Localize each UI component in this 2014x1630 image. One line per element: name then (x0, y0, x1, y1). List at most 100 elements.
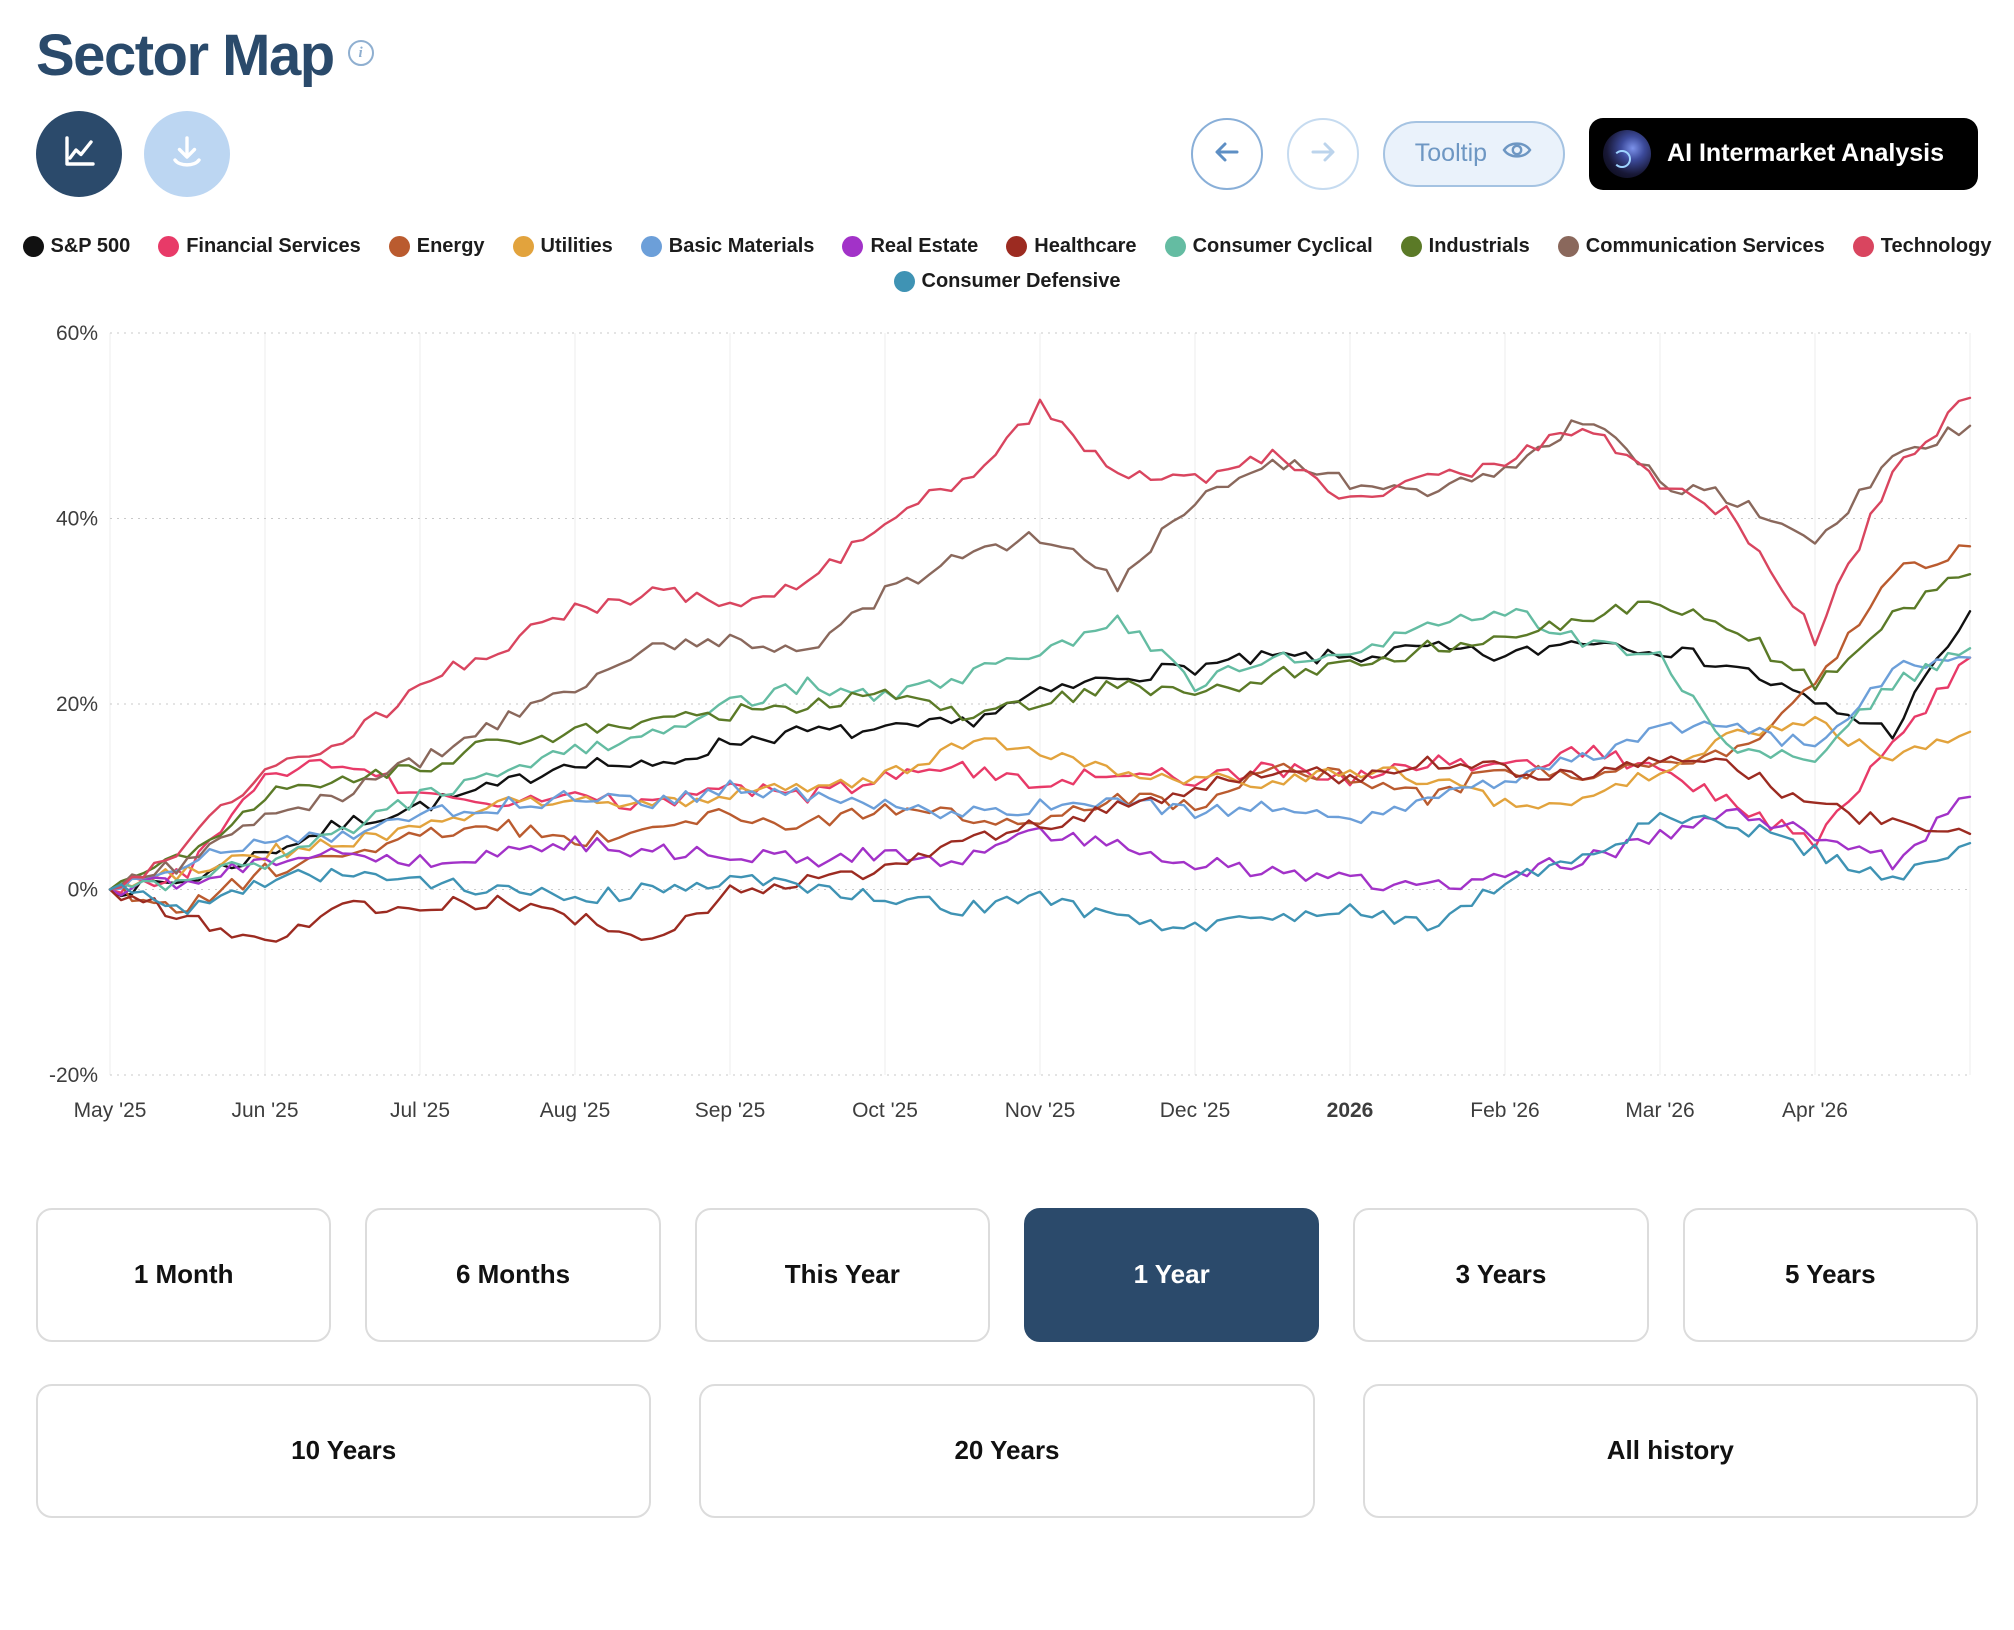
chart-area: May '25 Jun '25 Jul '25 Aug '25 Sep '25 Oct '… (36, 319, 1978, 1144)
legend-label: Communication Services (1585, 234, 1825, 257)
legend-label: Basic Materials (668, 234, 815, 257)
legend-item-consumer-defensive[interactable]: Consumer Defensive (893, 269, 1121, 293)
tooltip-toggle-label: Tooltip (1414, 139, 1488, 168)
legend-label: S&P 500 (50, 234, 131, 257)
y-axis-label: -20% (49, 1064, 98, 1087)
legend-label: Consumer Defensive (921, 269, 1121, 292)
legend-dot (1006, 235, 1028, 257)
range-button-1-month[interactable]: 1 Month (36, 1207, 332, 1342)
legend-label: Healthcare (1034, 234, 1137, 257)
legend-item-communication-services[interactable]: Communication Services (1557, 234, 1825, 258)
legend-dot (1852, 235, 1874, 257)
legend-dot (1557, 235, 1579, 257)
line-chart-mode-button[interactable] (36, 110, 122, 197)
legend-item-basic-materials[interactable]: Basic Materials (640, 234, 815, 258)
legend-label: Energy (416, 234, 485, 257)
legend-dot (1400, 235, 1422, 257)
x-axis-label: Dec '25 (1160, 1099, 1231, 1122)
sector-map-chart[interactable]: May '25 Jun '25 Jul '25 Aug '25 Sep '25 Oct '… (36, 319, 1978, 1139)
legend-label: Real Estate (870, 234, 979, 257)
toolbar-right: Tooltip AI Intermarket Analysis (1190, 117, 1978, 190)
legend-item-industrials[interactable]: Industrials (1400, 234, 1530, 258)
legend-dot (22, 235, 44, 257)
legend-dot (893, 270, 915, 292)
series-line-communication-services (108, 419, 1972, 891)
legend-dot (640, 235, 662, 257)
series-line-s-p-500 (108, 609, 1972, 897)
range-button-3-years[interactable]: 3 Years (1353, 1207, 1649, 1342)
y-axis-label: 0% (68, 878, 98, 901)
x-axis-label: May '25 (74, 1099, 147, 1122)
sector-map-page: Sector Map i (22, 23, 1992, 1518)
legend-dot (842, 235, 864, 257)
time-range-row-2: 10 Years 20 Years All history (36, 1383, 1978, 1518)
legend-dot (512, 235, 534, 257)
time-range-section: 1 Month 6 Months This Year 1 Year 3 Years 5 Y… (36, 1207, 1978, 1518)
legend-item-s-p-500[interactable]: S&P 500 (22, 234, 131, 258)
legend-item-financial-services[interactable]: Financial Services (158, 235, 361, 258)
legend-label: Financial Services (186, 234, 361, 257)
y-axis-label: 60% (56, 322, 98, 345)
legend-item-technology[interactable]: Technology (1852, 234, 1992, 258)
x-axis-label: Mar '26 (1625, 1099, 1694, 1122)
series-line-utilities (108, 715, 1972, 891)
legend-label: Industrials (1428, 234, 1530, 257)
toolbar-left (36, 110, 230, 197)
series-line-financial-services (108, 656, 1972, 894)
tooltip-toggle-button[interactable]: Tooltip (1382, 120, 1566, 187)
series-line-consumer-defensive (108, 811, 1972, 932)
legend-dot (158, 235, 180, 257)
pan-right-button[interactable] (1286, 117, 1359, 190)
toolbar: Tooltip AI Intermarket Analysis (36, 110, 1978, 197)
x-axis-label: Aug '25 (540, 1099, 611, 1122)
series-line-healthcare (108, 755, 1972, 943)
series-line-basic-materials (108, 655, 1972, 891)
x-axis-label: Sep '25 (695, 1099, 766, 1122)
range-button-5-years[interactable]: 5 Years (1682, 1207, 1978, 1342)
x-axis-label: Apr '26 (1782, 1099, 1848, 1122)
pan-left-button[interactable] (1190, 117, 1263, 190)
download-icon (166, 131, 208, 176)
ai-button-label: AI Intermarket Analysis (1667, 139, 1944, 168)
legend-item-healthcare[interactable]: Healthcare (1006, 234, 1137, 258)
legend-item-consumer-cyclical[interactable]: Consumer Cyclical (1164, 234, 1373, 258)
series-line-consumer-cyclical (108, 607, 1972, 892)
range-button-6-months[interactable]: 6 Months (365, 1207, 661, 1342)
arrow-left-icon (1207, 132, 1247, 175)
ai-intermarket-analysis-button[interactable]: AI Intermarket Analysis (1589, 117, 1978, 190)
download-button[interactable] (144, 110, 230, 197)
x-axis-label: Jul '25 (390, 1099, 450, 1122)
page-header: Sector Map i (36, 23, 1978, 88)
ai-sphere-icon (1603, 129, 1652, 178)
arrow-right-icon (1303, 132, 1343, 175)
range-button-1-year[interactable]: 1 Year (1023, 1207, 1320, 1342)
legend-item-energy[interactable]: Energy (388, 234, 485, 258)
series-line-industrials (108, 572, 1972, 891)
x-axis-label: Jun '25 (231, 1099, 298, 1122)
x-axis-label: 2026 (1327, 1099, 1374, 1122)
legend-dot (1164, 235, 1186, 257)
x-axis-label: Oct '25 (852, 1099, 918, 1122)
range-button-all-history[interactable]: All history (1362, 1383, 1978, 1518)
legend-item-real-estate[interactable]: Real Estate (842, 235, 978, 258)
legend-label: Technology (1880, 234, 1992, 257)
line-chart-icon (58, 131, 100, 176)
eye-icon (1501, 138, 1533, 169)
chart-legend: S&P 500 Financial Services Energy Utilities… (22, 234, 1992, 293)
range-button-20-years[interactable]: 20 Years (699, 1383, 1315, 1518)
series-line-technology (108, 396, 1972, 891)
legend-label: Utilities (540, 234, 613, 257)
x-axis-label: Nov '25 (1005, 1099, 1076, 1122)
page-title: Sector Map (36, 23, 335, 88)
legend-item-utilities[interactable]: Utilities (512, 234, 613, 258)
range-button-this-year[interactable]: This Year (694, 1207, 990, 1342)
x-axis-label: Feb '26 (1470, 1099, 1539, 1122)
legend-label: Consumer Cyclical (1192, 234, 1373, 257)
time-range-row-1: 1 Month 6 Months This Year 1 Year 3 Years 5 Y… (36, 1207, 1978, 1342)
info-icon[interactable]: i (347, 40, 374, 66)
legend-row: S&P 500 Financial Services Energy Utilities… (22, 234, 1992, 258)
range-button-10-years[interactable]: 10 Years (36, 1383, 652, 1518)
y-axis-label: 20% (56, 693, 98, 716)
legend-row: Consumer Defensive (36, 270, 1978, 293)
y-axis-label: 40% (56, 507, 98, 530)
